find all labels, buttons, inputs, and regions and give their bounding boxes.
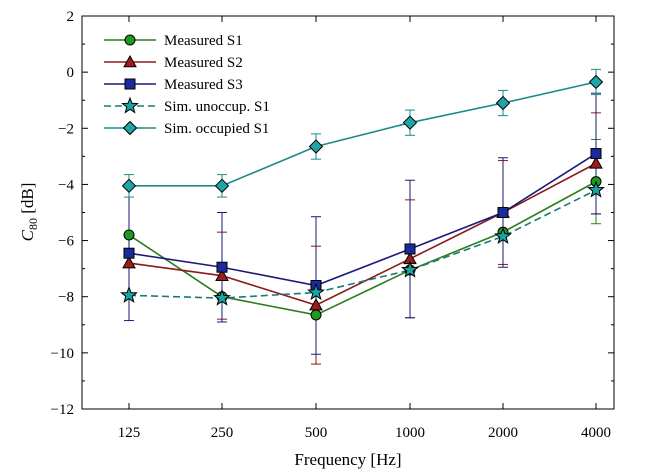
y-tick-label: −8	[58, 290, 74, 306]
marker-star	[307, 283, 325, 301]
marker-diamond	[495, 95, 511, 111]
x-tick-label: 2000	[488, 425, 518, 441]
marker-star	[213, 288, 231, 306]
marker-triangle	[122, 255, 136, 269]
marker-square	[590, 148, 602, 160]
y-tick-label: −10	[51, 346, 74, 362]
marker-circle	[124, 34, 136, 46]
x-tick-label: 500	[305, 425, 328, 441]
marker-diamond	[402, 115, 418, 130]
legend: Measured S1 Measured S2 Measured S3 Sim. un…	[104, 33, 270, 137]
marker-star	[401, 260, 419, 278]
marker-triangle	[215, 268, 229, 281]
marker-circle	[123, 229, 135, 241]
y-axis-title-subscript: 80	[26, 218, 40, 230]
marker-diamond	[122, 120, 138, 136]
marker-triangle	[589, 156, 603, 169]
marker-square	[497, 207, 509, 218]
series-line	[128, 152, 597, 287]
y-tick-label: 2	[67, 9, 75, 25]
marker-square	[123, 247, 135, 259]
series-line	[129, 81, 597, 187]
marker-triangle	[309, 298, 323, 311]
y-tick-label: −4	[58, 177, 74, 193]
x-axis-title: Frequency [Hz]	[294, 450, 401, 469]
x-tick-label: 4000	[581, 425, 611, 441]
plot-frame	[81, 15, 615, 410]
axes: −12 −10 −8 −6 −4 −2 0 2 125 250 500 1000 2000 4000	[51, 9, 614, 441]
marker-star	[120, 285, 138, 303]
marker-square	[404, 243, 416, 255]
series-line	[128, 180, 597, 316]
marker-diamond	[214, 178, 230, 194]
x-tick-label: 250	[211, 425, 234, 441]
legend-label: Measured S2	[164, 55, 243, 71]
marker-square	[124, 78, 136, 90]
marker-circle	[310, 309, 322, 321]
legend-label: Sim. unoccup. S1	[164, 99, 270, 115]
marker-star	[587, 180, 605, 198]
legend-label: Sim. occupied S1	[164, 121, 269, 137]
legend-label: Measured S3	[164, 77, 243, 93]
legend-label: Measured S1	[164, 33, 243, 49]
series-markers	[120, 74, 605, 321]
series-lines	[128, 81, 597, 316]
x-tick-label: 1000	[395, 425, 425, 441]
y-tick-label: 0	[67, 65, 75, 81]
series-line	[128, 189, 597, 299]
marker-diamond	[308, 139, 324, 154]
y-tick-label: −6	[58, 234, 74, 250]
marker-star	[494, 226, 512, 244]
marker-triangle	[123, 54, 137, 68]
y-tick-label: −12	[51, 402, 74, 418]
marker-diamond	[588, 74, 604, 90]
x-tick-label: 125	[118, 425, 141, 441]
marker-diamond	[121, 178, 137, 194]
series-line	[128, 162, 597, 306]
y-axis-title-unit: [dB]	[18, 183, 37, 218]
y-axis-title: C80 [dB]	[18, 183, 40, 242]
y-axis-title-main: C	[18, 229, 37, 241]
marker-star	[121, 96, 139, 114]
y-tick-label: −2	[58, 121, 74, 137]
marker-square	[216, 261, 228, 273]
